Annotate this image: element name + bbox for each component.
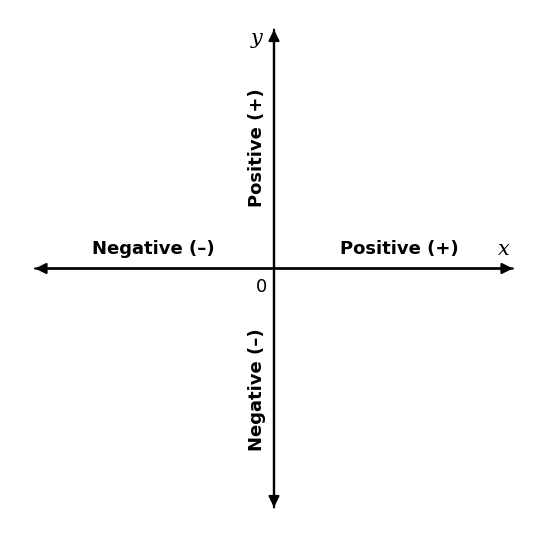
Text: 0: 0 — [256, 278, 267, 296]
Text: Negative (–): Negative (–) — [248, 328, 266, 451]
Text: Positive (+): Positive (+) — [248, 89, 266, 207]
Text: y: y — [251, 30, 263, 48]
Text: Positive (+): Positive (+) — [340, 240, 459, 258]
Text: x: x — [498, 240, 510, 259]
Text: Negative (–): Negative (–) — [92, 240, 214, 258]
